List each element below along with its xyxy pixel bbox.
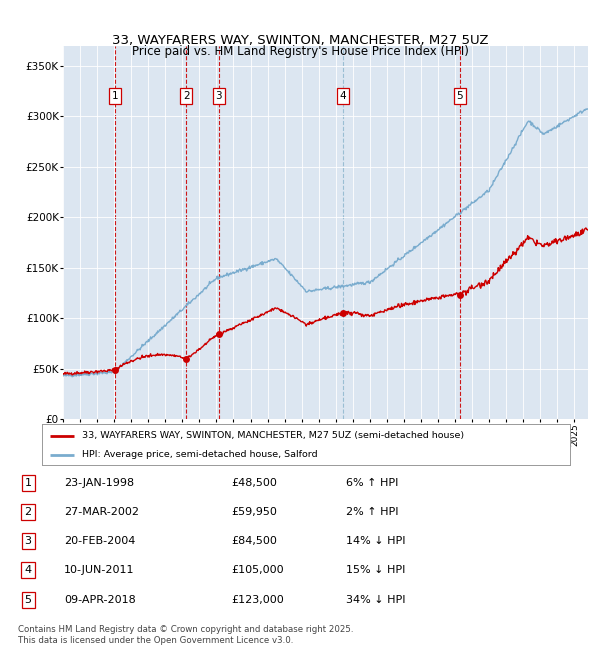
Text: HPI: Average price, semi-detached house, Salford: HPI: Average price, semi-detached house,… <box>82 450 317 459</box>
Text: 20-FEB-2004: 20-FEB-2004 <box>64 536 135 546</box>
Text: 3: 3 <box>215 91 222 101</box>
Text: 14% ↓ HPI: 14% ↓ HPI <box>346 536 406 546</box>
Text: 23-JAN-1998: 23-JAN-1998 <box>64 478 134 488</box>
Text: 33, WAYFARERS WAY, SWINTON, MANCHESTER, M27 5UZ: 33, WAYFARERS WAY, SWINTON, MANCHESTER, … <box>112 34 488 47</box>
Text: 2% ↑ HPI: 2% ↑ HPI <box>346 507 398 517</box>
Text: 5: 5 <box>457 91 463 101</box>
Text: Price paid vs. HM Land Registry's House Price Index (HPI): Price paid vs. HM Land Registry's House … <box>131 45 469 58</box>
Text: 3: 3 <box>25 536 32 546</box>
Text: 2: 2 <box>183 91 190 101</box>
Text: £123,000: £123,000 <box>231 595 284 604</box>
Text: £48,500: £48,500 <box>231 478 277 488</box>
Text: 27-MAR-2002: 27-MAR-2002 <box>64 507 139 517</box>
Text: 09-APR-2018: 09-APR-2018 <box>64 595 136 604</box>
Text: 6% ↑ HPI: 6% ↑ HPI <box>346 478 398 488</box>
Text: Contains HM Land Registry data © Crown copyright and database right 2025.
This d: Contains HM Land Registry data © Crown c… <box>18 625 353 645</box>
Text: 5: 5 <box>25 595 32 604</box>
Text: £84,500: £84,500 <box>231 536 277 546</box>
Text: 33, WAYFARERS WAY, SWINTON, MANCHESTER, M27 5UZ (semi-detached house): 33, WAYFARERS WAY, SWINTON, MANCHESTER, … <box>82 431 464 440</box>
Text: 4: 4 <box>25 566 32 575</box>
Text: £105,000: £105,000 <box>231 566 284 575</box>
Text: 15% ↓ HPI: 15% ↓ HPI <box>346 566 406 575</box>
Text: 1: 1 <box>112 91 118 101</box>
Text: £59,950: £59,950 <box>231 507 277 517</box>
Text: 4: 4 <box>340 91 347 101</box>
Text: 1: 1 <box>25 478 32 488</box>
Text: 2: 2 <box>25 507 32 517</box>
Text: 34% ↓ HPI: 34% ↓ HPI <box>346 595 406 604</box>
Text: 10-JUN-2011: 10-JUN-2011 <box>64 566 134 575</box>
